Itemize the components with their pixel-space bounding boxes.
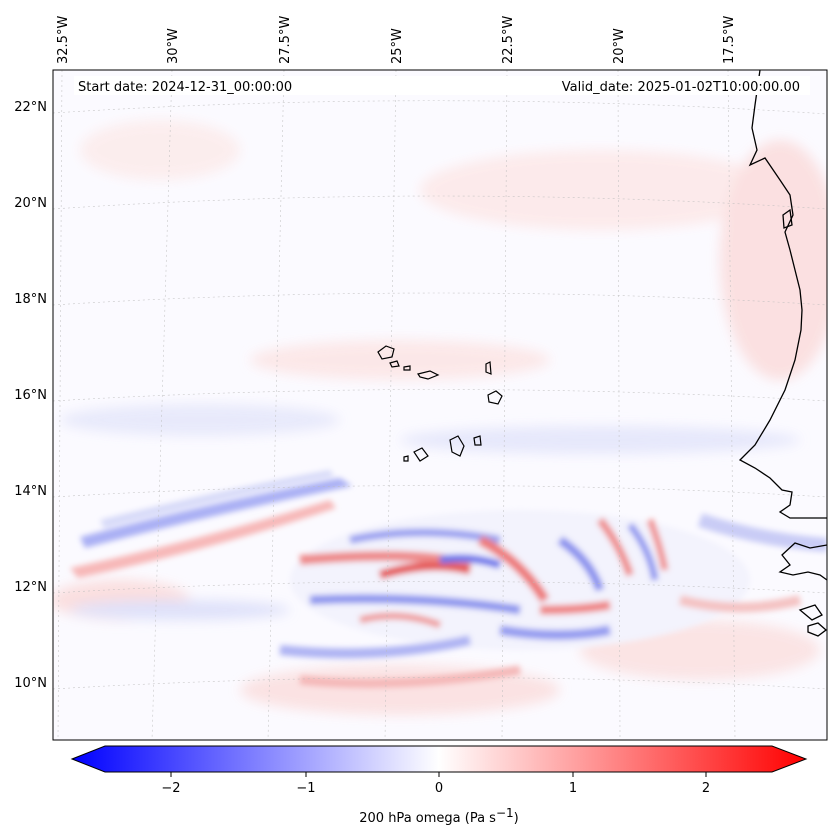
- lat-label: 22°N: [14, 100, 47, 115]
- date-banner: [74, 76, 810, 95]
- omega-field: [53, 70, 827, 740]
- colorbar-gradient: [70, 745, 808, 773]
- lat-label: 20°N: [14, 196, 47, 211]
- colorbar-tick: 2: [702, 781, 710, 796]
- lon-label: 17.5°W: [722, 16, 737, 64]
- lon-label: 30°W: [166, 28, 181, 64]
- latitude-labels: 22°N 20°N 18°N 16°N 14°N 12°N 10°N: [14, 100, 47, 691]
- coastline: [738, 70, 827, 637]
- lat-label: 12°N: [14, 580, 47, 595]
- graticule: [53, 70, 827, 740]
- colorbar: −2 −1 0 1 2 200 hPa omega (Pa s−1): [70, 745, 808, 826]
- lat-label: 18°N: [14, 292, 47, 307]
- colorbar-label: 200 hPa omega (Pa s−1): [359, 806, 518, 826]
- colorbar-tick: −1: [296, 781, 315, 796]
- lon-label: 22.5°W: [501, 16, 516, 64]
- colorbar-tick: 0: [435, 781, 443, 796]
- start-date-text: Start date: 2024-12-31_00:00:00: [78, 80, 292, 95]
- map-frame: [52, 69, 828, 741]
- lon-label: 27.5°W: [278, 16, 293, 64]
- lon-label: 32.5°W: [56, 16, 71, 64]
- lat-label: 10°N: [14, 676, 47, 691]
- lon-label: 20°W: [612, 28, 627, 64]
- longitude-labels: 32.5°W 30°W 27.5°W 25°W 22.5°W 20°W 17.5…: [56, 16, 737, 64]
- cape-verde-islands: [377, 345, 503, 462]
- colorbar-tick: 1: [569, 781, 577, 796]
- lat-label: 16°N: [14, 388, 47, 403]
- lat-label: 14°N: [14, 484, 47, 499]
- colorbar-tick: −2: [161, 781, 180, 796]
- valid-date-text: Valid_date: 2025-01-02T10:00:00.00: [562, 80, 800, 95]
- lon-label: 25°W: [390, 28, 405, 64]
